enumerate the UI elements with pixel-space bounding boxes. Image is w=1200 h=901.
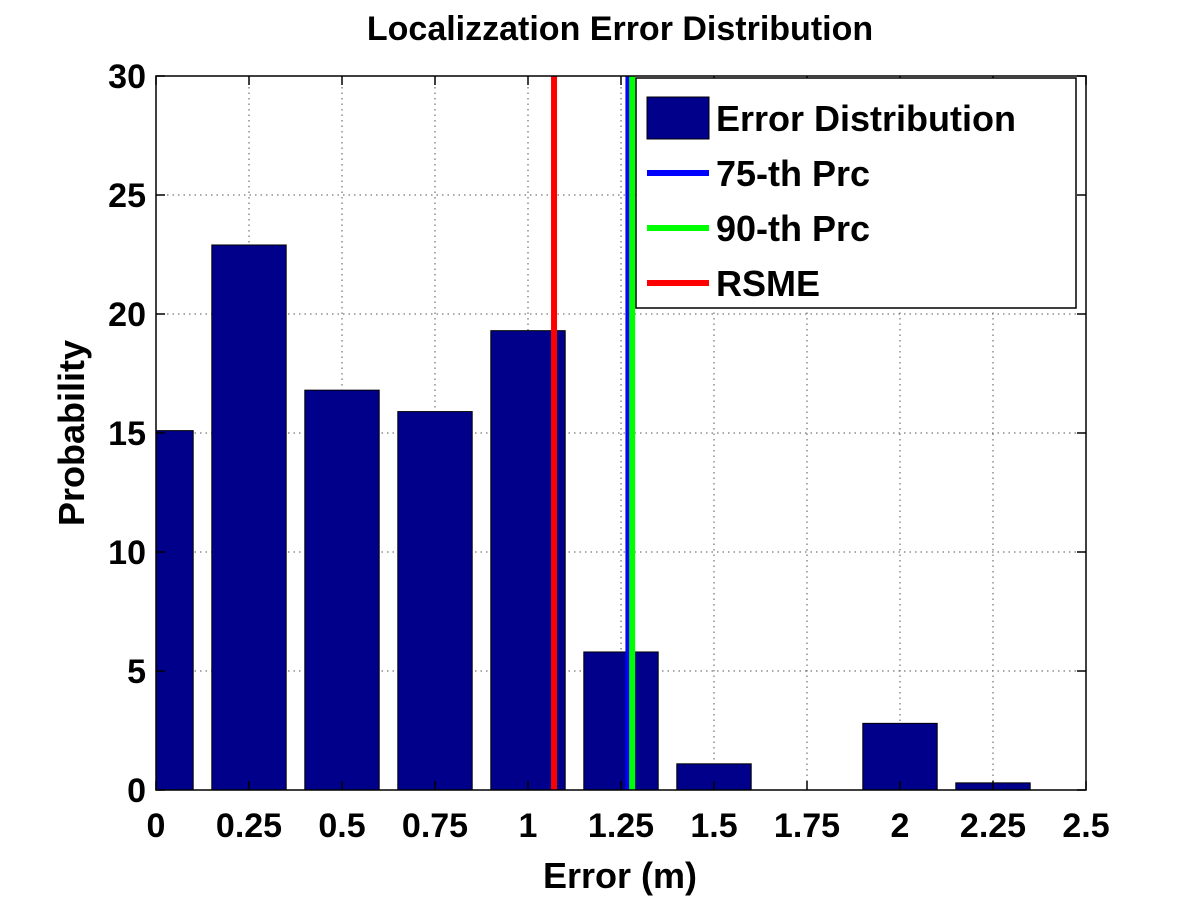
bar xyxy=(397,411,473,790)
bar xyxy=(304,389,380,790)
x-tick-label: 1.5 xyxy=(690,807,737,845)
y-tick-label: 25 xyxy=(108,177,146,215)
x-tick-label: 2.5 xyxy=(1062,807,1109,845)
x-tick-label: 0.5 xyxy=(318,807,365,845)
bar xyxy=(862,722,938,790)
legend-entry-label: Error Distribution xyxy=(716,98,1016,139)
x-tick-label: 0 xyxy=(147,807,166,845)
x-tick-label: 1.25 xyxy=(588,807,654,845)
bar xyxy=(156,430,194,790)
bar xyxy=(583,651,659,790)
x-tick-label: 1.75 xyxy=(774,807,840,845)
y-tick-label: 5 xyxy=(127,653,146,691)
legend: Error Distribution 75-th Prc 90-th Prc RSME xyxy=(635,77,1077,309)
bar xyxy=(211,244,287,790)
y-tick-label: 30 xyxy=(108,58,146,96)
legend-swatch-bars xyxy=(646,96,710,140)
x-axis-label: Error (m) xyxy=(543,855,697,896)
x-tick-label: 2.25 xyxy=(960,807,1026,845)
legend-entry-label: RSME xyxy=(716,263,820,304)
y-axis-label: Probability xyxy=(51,340,92,526)
y-tick-label: 15 xyxy=(108,415,146,453)
legend-entry-label: 75-th Prc xyxy=(716,153,870,194)
x-tick-label: 0.75 xyxy=(402,807,468,845)
x-tick-label: 2 xyxy=(891,807,910,845)
legend-entry-label: 90-th Prc xyxy=(716,208,870,249)
y-tick-label: 20 xyxy=(108,296,146,334)
x-tick-label: 0.25 xyxy=(216,807,282,845)
chart-title: Localizzation Error Distribution xyxy=(367,10,873,48)
y-tick-label: 0 xyxy=(127,772,146,810)
x-tick-label: 1 xyxy=(519,807,538,845)
y-tick-label: 10 xyxy=(108,534,146,572)
